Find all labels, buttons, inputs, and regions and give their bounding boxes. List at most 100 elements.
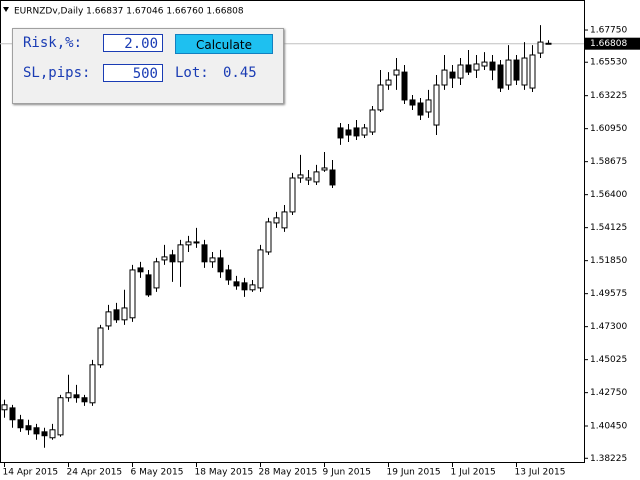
- x-tick-label: 19 Jun 2015: [387, 468, 441, 478]
- risk-panel: Risk,%: 2.00 Calculate SL,pips: 500 Lot:…: [12, 28, 284, 104]
- current-price-label: 1.66808: [590, 39, 627, 49]
- candle-body: [113, 309, 120, 321]
- candle-body: [337, 127, 344, 139]
- candle-body: [225, 269, 232, 281]
- candle-body: [385, 79, 392, 86]
- candle-body: [321, 167, 328, 171]
- candle-body: [393, 69, 400, 76]
- candle-body: [289, 177, 296, 213]
- candle-body: [529, 54, 536, 89]
- candle-body: [145, 274, 152, 296]
- y-tick-label: 1.40450: [590, 422, 627, 432]
- candle-body: [209, 257, 216, 263]
- x-tick-label: 13 Jul 2015: [515, 468, 566, 478]
- candle-body: [9, 407, 16, 421]
- chart-title: EURNZDv,Daily 1.66837 1.67046 1.66760 1.…: [14, 7, 244, 17]
- x-tick-label: 28 May 2015: [259, 468, 318, 478]
- candle-body: [49, 429, 56, 439]
- candle-body: [97, 327, 104, 366]
- candle-body: [481, 61, 488, 67]
- lot-label: Lot:: [175, 65, 209, 81]
- candle-body: [281, 211, 288, 229]
- candle-body: [361, 127, 368, 136]
- candle-body: [249, 284, 256, 291]
- candle-body: [313, 171, 320, 183]
- candle-body: [273, 217, 280, 224]
- y-tick-label: 1.54125: [590, 223, 627, 233]
- candle-body: [201, 244, 208, 263]
- x-tick-label: 6 May 2015: [131, 468, 184, 478]
- y-tick-label: 1.67750: [590, 26, 627, 36]
- candle-body: [169, 254, 176, 263]
- candle-body: [489, 61, 496, 71]
- x-tick-label: 14 Apr 2015: [3, 468, 59, 478]
- candle-body: [305, 177, 312, 181]
- candle-body: [1, 404, 8, 411]
- candle-body: [449, 71, 456, 79]
- y-tick-label: 1.63225: [590, 91, 627, 101]
- candle-body: [73, 394, 80, 399]
- candle-body: [105, 311, 112, 327]
- price-badge: [585, 37, 640, 50]
- candle-body: [513, 59, 520, 81]
- candle-body: [41, 431, 48, 437]
- candle-body: [401, 71, 408, 101]
- sl-input[interactable]: 500: [103, 64, 163, 82]
- candle-body: [161, 256, 168, 261]
- lot-value: 0.45: [223, 65, 257, 81]
- candle-body: [297, 174, 304, 179]
- y-tick-label: 1.38225: [590, 454, 627, 464]
- candle-body: [33, 427, 40, 435]
- candle-body: [545, 42, 552, 45]
- risk-label: Risk,%:: [23, 35, 83, 51]
- y-tick-label: 1.60950: [590, 124, 627, 134]
- candle-body: [409, 99, 416, 106]
- y-tick-label: 1.49575: [590, 289, 627, 299]
- y-tick-label: 1.47300: [590, 322, 627, 332]
- y-tick-label: 1.51850: [590, 256, 627, 266]
- candle-body: [81, 397, 88, 403]
- candle-body: [153, 261, 160, 289]
- plot-frame: [0, 0, 585, 463]
- x-tick-label: 18 May 2015: [195, 468, 254, 478]
- candle-body: [345, 129, 352, 136]
- candle-body: [65, 392, 72, 399]
- candle-body: [505, 59, 512, 86]
- candle-body: [377, 84, 384, 111]
- candle-body: [17, 419, 24, 429]
- candle-body: [473, 63, 480, 71]
- candle-body: [137, 267, 144, 273]
- candle-body: [57, 397, 64, 436]
- candle-body: [417, 102, 424, 116]
- candle-body: [257, 249, 264, 289]
- candle-body: [329, 169, 336, 186]
- x-tick-label: 24 Apr 2015: [67, 468, 123, 478]
- y-tick-label: 1.56400: [590, 190, 627, 200]
- candle-body: [121, 307, 128, 321]
- candle-body: [25, 425, 32, 431]
- candle-body: [193, 241, 200, 244]
- risk-input[interactable]: 2.00: [103, 34, 163, 52]
- candle-body: [497, 64, 504, 89]
- candle-body: [353, 127, 360, 137]
- candle-body: [457, 64, 464, 79]
- title-icon: [3, 7, 9, 12]
- candle-body: [465, 64, 472, 73]
- candle-body: [369, 109, 376, 133]
- candle-body: [537, 41, 544, 54]
- candle-body: [185, 241, 192, 246]
- candle-body: [241, 282, 248, 291]
- candle-body: [177, 244, 184, 263]
- candle-body: [89, 364, 96, 404]
- y-tick-label: 1.65530: [590, 58, 627, 68]
- sl-label: SL,pips:: [23, 65, 91, 81]
- x-tick-label: 1 Jul 2015: [451, 468, 496, 478]
- candle-body: [425, 99, 432, 113]
- y-tick-label: 1.45025: [590, 355, 627, 365]
- candle-body: [265, 221, 272, 253]
- x-tick-label: 9 Jun 2015: [323, 468, 371, 478]
- calculate-button[interactable]: Calculate: [175, 34, 273, 54]
- y-tick-label: 1.58675: [590, 157, 627, 167]
